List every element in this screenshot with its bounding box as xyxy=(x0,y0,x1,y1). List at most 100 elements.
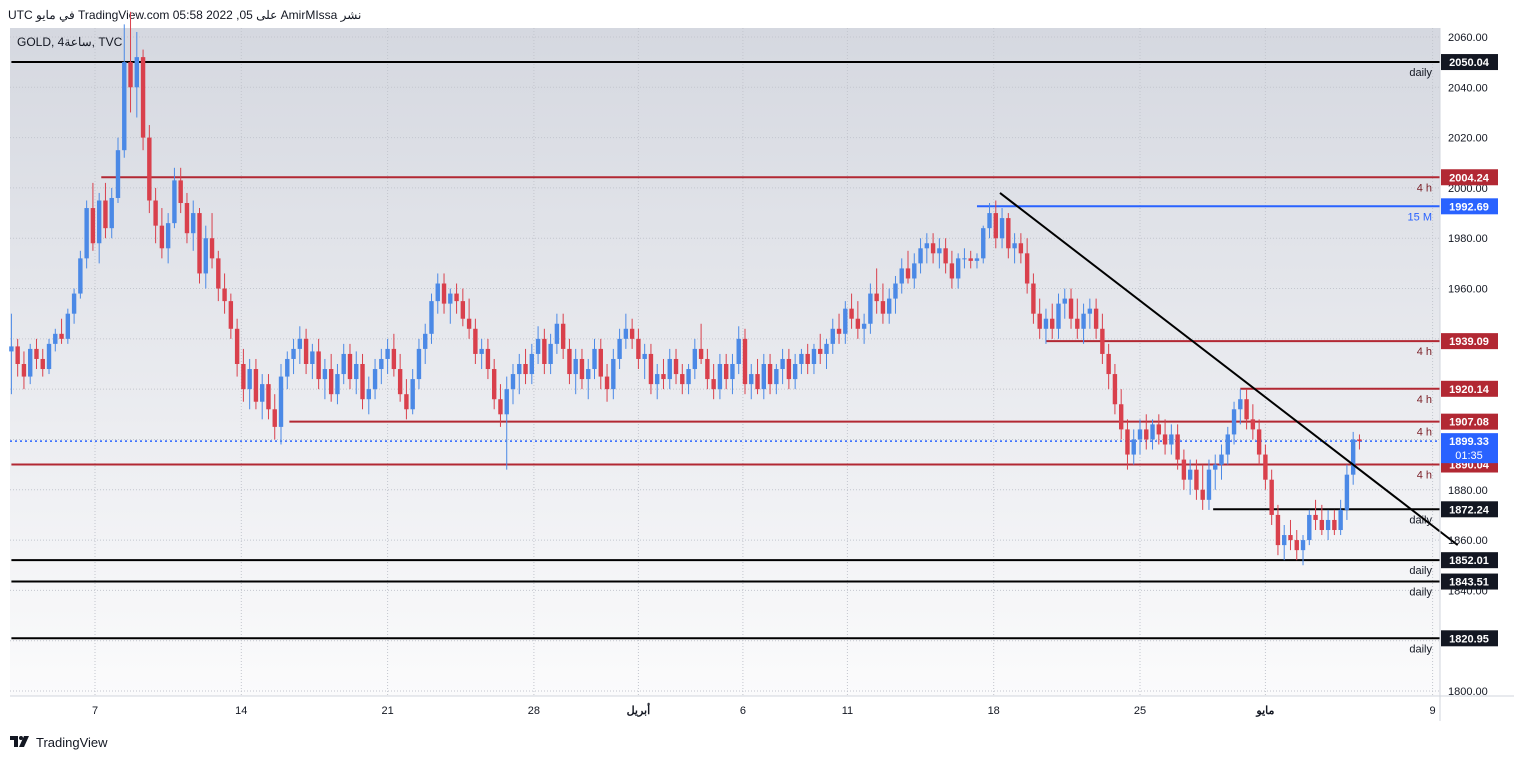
candle-body xyxy=(905,268,911,279)
candle-body xyxy=(96,200,102,244)
price-tag-box xyxy=(1441,333,1498,350)
level-tag: 4 h xyxy=(1417,346,1432,358)
candle-body xyxy=(1056,303,1061,329)
candle-body xyxy=(1263,454,1268,480)
candle-body xyxy=(774,369,779,385)
candle-body xyxy=(53,333,58,344)
candle-body xyxy=(924,243,930,249)
x-tick-label: 14 xyxy=(235,705,247,717)
level-tag: daily xyxy=(1409,514,1432,526)
candle-body xyxy=(184,203,190,234)
candle-body xyxy=(1144,429,1149,440)
candle-body xyxy=(391,348,397,370)
candle-body xyxy=(266,384,271,410)
candle-body xyxy=(893,283,898,299)
candle-body xyxy=(887,298,892,314)
candle-body xyxy=(303,338,309,364)
candle-body xyxy=(999,218,1005,239)
y-tick-label: 1880.00 xyxy=(1448,485,1488,497)
candle-body xyxy=(222,288,227,302)
price-tag-box xyxy=(1441,552,1498,569)
candle-body xyxy=(937,248,942,254)
candle-body xyxy=(347,353,353,380)
candle-body xyxy=(178,180,183,204)
price-tag-label: 2004.24 xyxy=(1449,172,1490,184)
candle-body xyxy=(880,301,886,314)
level-tag: 4 h xyxy=(1417,470,1432,482)
price-tag-box xyxy=(1441,630,1498,647)
candle-body xyxy=(310,351,315,364)
candle-body xyxy=(849,308,854,319)
candle-body xyxy=(1244,399,1249,420)
candle-body xyxy=(1238,399,1243,410)
candle-body xyxy=(736,338,741,364)
candle-body xyxy=(1087,308,1093,314)
candle-body xyxy=(667,358,672,380)
candle-body xyxy=(9,346,14,352)
candle-body xyxy=(21,364,27,377)
candle-body xyxy=(504,389,509,415)
x-tick-label: 11 xyxy=(842,705,853,717)
candle-body xyxy=(1006,218,1011,249)
candle-body xyxy=(491,369,497,400)
candle-body xyxy=(517,364,522,375)
level-lines: daily 4 h 15 M 4 h 4 h 4 h 4 h daily daily daily d… xyxy=(10,61,1440,655)
candle-body xyxy=(523,364,528,375)
candle-body xyxy=(28,348,33,377)
candle-body xyxy=(661,374,666,380)
candle-body xyxy=(1050,318,1055,329)
candle-body xyxy=(554,323,560,344)
candle-body xyxy=(974,258,980,261)
candle-body xyxy=(90,208,96,244)
candle-body xyxy=(542,338,547,364)
trendline xyxy=(999,192,1459,546)
candle-body xyxy=(1282,535,1287,546)
candle-body xyxy=(1269,479,1274,515)
candle-body xyxy=(943,248,948,264)
price-tag-box xyxy=(1441,380,1498,397)
candle-body xyxy=(642,353,647,359)
candle-body xyxy=(711,379,716,390)
candle-body xyxy=(1100,328,1105,354)
candle-body xyxy=(1231,409,1237,435)
candle-body xyxy=(949,263,955,279)
candle-body xyxy=(968,258,973,261)
candle-body xyxy=(786,358,792,380)
y-tick-label: 2000.00 xyxy=(1448,183,1488,195)
candle-body xyxy=(705,358,710,380)
price-tag-box xyxy=(1441,54,1498,71)
candle-body xyxy=(993,213,998,239)
candle-body xyxy=(567,348,572,375)
candle-body xyxy=(780,358,785,370)
candle-body xyxy=(629,328,635,339)
candle-body xyxy=(65,313,71,339)
y-tick-label: 2020.00 xyxy=(1448,133,1488,145)
candle-body xyxy=(604,376,610,390)
candle-body xyxy=(717,364,723,390)
y-axis[interactable]: 1800.001820.001840.001860.001880.001900.… xyxy=(1448,32,1488,698)
level-tag: 4 h xyxy=(1417,427,1432,439)
candle-body xyxy=(46,343,52,370)
candle-body xyxy=(1219,454,1224,465)
candle-body xyxy=(1350,439,1356,475)
candle-body xyxy=(855,318,861,329)
candle-body xyxy=(1344,474,1350,510)
price-tags: 2050.04 2004.24 1992.69 1939.09 1920.14 1907.… xyxy=(1441,54,1498,647)
candle-body xyxy=(912,263,917,279)
level-tag: daily xyxy=(1409,643,1432,655)
x-axis[interactable]: 7 14 21 28 أبريل 6 11 18 25 مايو 9 xyxy=(92,703,1436,717)
candle-body xyxy=(755,374,760,390)
y-tick-label: 1960.00 xyxy=(1448,284,1488,296)
candle-body xyxy=(441,283,447,304)
candle-body xyxy=(824,343,829,354)
candle-body xyxy=(868,293,873,324)
candle-body xyxy=(836,328,842,334)
candle-body xyxy=(498,399,503,415)
candle-body xyxy=(360,364,365,400)
candle-body xyxy=(1150,424,1155,440)
candle-body xyxy=(1131,439,1136,455)
candle-body xyxy=(397,369,403,395)
price-tag-label: 2050.04 xyxy=(1449,57,1490,69)
